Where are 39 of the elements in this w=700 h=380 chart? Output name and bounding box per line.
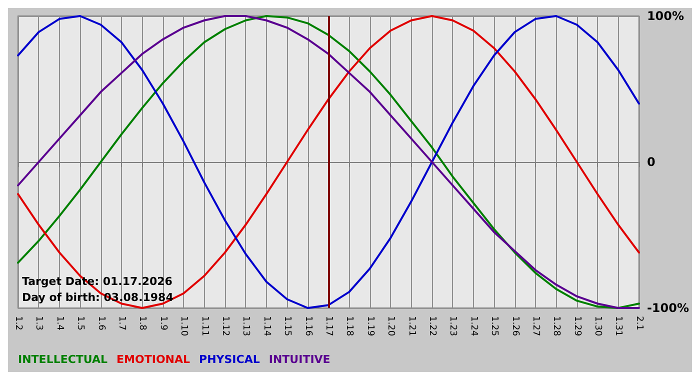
x-tick-label: 1.11 — [199, 316, 210, 336]
text: INTUITIVE — [268, 353, 330, 366]
x-tick-label: 1.4 — [54, 316, 64, 331]
x-tick-label: 1.18 — [344, 316, 354, 336]
x-tick-label: 1.2 — [13, 316, 23, 330]
x-tick-label: 1.15 — [282, 316, 292, 336]
x-tick-label: 1.21 — [406, 316, 416, 336]
x-tick-label: 1.20 — [386, 316, 396, 336]
x-tick-label: 1.28 — [551, 316, 562, 336]
x-tick-label: 1.14 — [261, 316, 272, 336]
x-tick-label: 1.19 — [364, 316, 375, 336]
x-tick-label: 1.13 — [240, 316, 251, 336]
line-series — [17, 15, 640, 309]
x-tick-label: 1.6 — [96, 316, 106, 331]
x-tick-label: 1.22 — [426, 316, 437, 336]
x-tick-label: 1.3 — [34, 316, 44, 330]
y-tick-label: 100% — [646, 9, 684, 23]
x-tick-label: 1.17 — [323, 316, 334, 336]
x-tick-label: 1.16 — [302, 316, 313, 336]
x-tick-label: 1.27 — [530, 316, 540, 336]
x-tick-label: 1.7 — [116, 316, 126, 330]
x-tick-label: 2.1 — [634, 316, 644, 330]
x-tick-label: 1.8 — [137, 316, 148, 331]
x-tick-label: 1.12 — [220, 316, 230, 336]
x-tick-label: 1.30 — [592, 316, 603, 336]
x-tick-label: 1.25 — [489, 316, 500, 336]
x-tick-label: 1.5 — [75, 316, 86, 330]
x-tick-label: 1.29 — [572, 316, 582, 336]
text: INTELLECTUAL — [18, 353, 108, 366]
x-tick-label: 1.26 — [510, 316, 520, 336]
y-tick-label: 0 — [646, 155, 656, 169]
text: PHYSICAL — [199, 353, 260, 366]
x-tick-label: 1.31 — [613, 316, 624, 336]
x-tick-label: 1.24 — [468, 316, 478, 336]
y-tick-label: -100% — [646, 301, 690, 315]
text: EMOTIONAL — [116, 353, 190, 366]
x-tick-label: 1.9 — [158, 316, 168, 331]
x-tick-label: 1.23 — [448, 316, 458, 336]
x-tick-label: 1.10 — [178, 316, 189, 336]
